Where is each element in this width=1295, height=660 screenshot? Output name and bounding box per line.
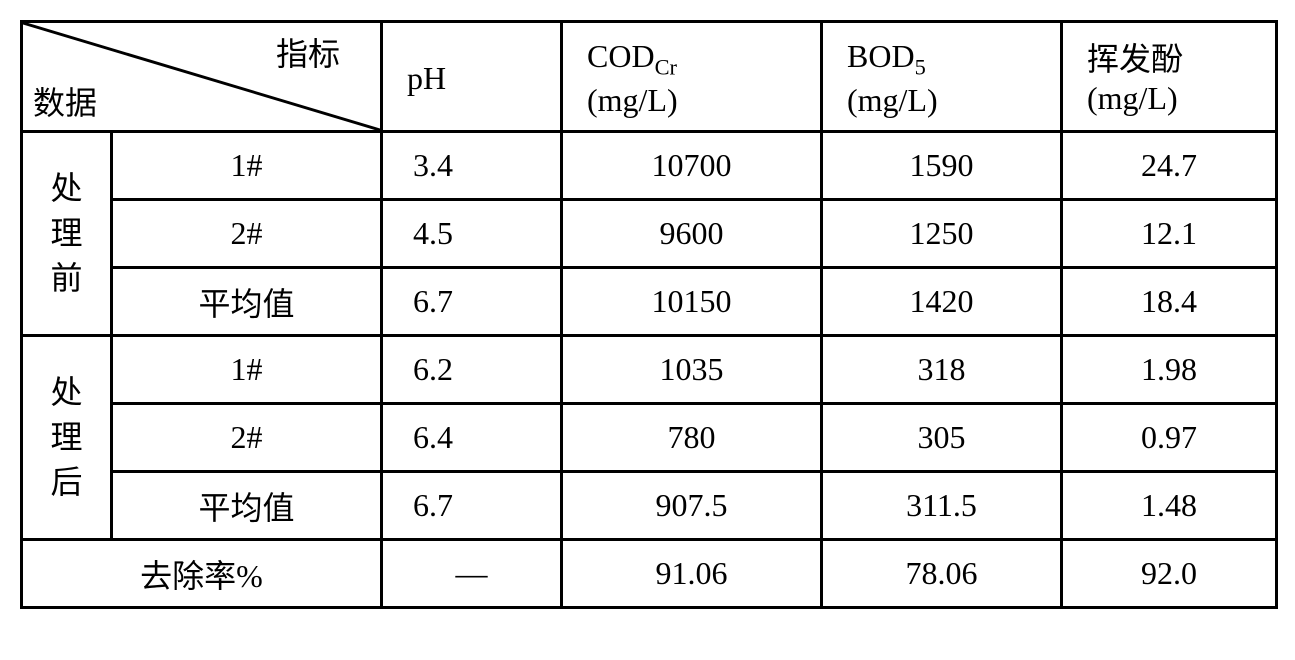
data-table: 指标 数据 pH CODCr(mg/L) BOD5(mg/L) 挥发酚(mg/L… — [20, 20, 1278, 609]
cell-ph: 6.2 — [382, 336, 562, 404]
cell-bod: 1590 — [822, 132, 1062, 200]
cell-cod: 10700 — [562, 132, 822, 200]
table-row: 2# 4.5 9600 1250 12.1 — [22, 200, 1277, 268]
cell-phenol: 92.0 — [1062, 540, 1277, 608]
cell-phenol: 1.48 — [1062, 472, 1277, 540]
header-data-label: 数据 — [33, 78, 97, 124]
cell-bod: 305 — [822, 404, 1062, 472]
cell-bod: 311.5 — [822, 472, 1062, 540]
cell-phenol: 1.98 — [1062, 336, 1277, 404]
cell-bod: 78.06 — [822, 540, 1062, 608]
row-label: 平均值 — [112, 472, 382, 540]
cell-cod: 91.06 — [562, 540, 822, 608]
table-row: 2# 6.4 780 305 0.97 — [22, 404, 1277, 472]
cell-cod: 1035 — [562, 336, 822, 404]
table-row: 平均值 6.7 907.5 311.5 1.48 — [22, 472, 1277, 540]
cell-ph: 6.4 — [382, 404, 562, 472]
cell-ph: 6.7 — [382, 472, 562, 540]
group-label-after: 处理后 — [22, 336, 112, 540]
removal-label: 去除率% — [22, 540, 382, 608]
row-label: 1# — [112, 336, 382, 404]
table-row: 平均值 6.7 10150 1420 18.4 — [22, 268, 1277, 336]
cell-phenol: 0.97 — [1062, 404, 1277, 472]
table-row: 处理后 1# 6.2 1035 318 1.98 — [22, 336, 1277, 404]
cell-phenol: 24.7 — [1062, 132, 1277, 200]
row-label: 2# — [112, 200, 382, 268]
cell-cod: 10150 — [562, 268, 822, 336]
cell-bod: 1420 — [822, 268, 1062, 336]
col-header-cod: CODCr(mg/L) — [562, 22, 822, 132]
cell-bod: 1250 — [822, 200, 1062, 268]
removal-row: 去除率% — 91.06 78.06 92.0 — [22, 540, 1277, 608]
row-label: 1# — [112, 132, 382, 200]
col-header-ph: pH — [382, 22, 562, 132]
group-label-before: 处理前 — [22, 132, 112, 336]
table-row: 处理前 1# 3.4 10700 1590 24.7 — [22, 132, 1277, 200]
cell-cod: 907.5 — [562, 472, 822, 540]
cell-ph: 3.4 — [382, 132, 562, 200]
cell-phenol: 18.4 — [1062, 268, 1277, 336]
cell-ph: 6.7 — [382, 268, 562, 336]
col-header-bod: BOD5(mg/L) — [822, 22, 1062, 132]
header-indicator-label: 指标 — [276, 29, 340, 75]
cell-phenol: 12.1 — [1062, 200, 1277, 268]
row-label: 平均值 — [112, 268, 382, 336]
cell-cod: 9600 — [562, 200, 822, 268]
cell-cod: 780 — [562, 404, 822, 472]
cell-ph: — — [382, 540, 562, 608]
cell-ph: 4.5 — [382, 200, 562, 268]
col-header-phenol: 挥发酚(mg/L) — [1062, 22, 1277, 132]
row-label: 2# — [112, 404, 382, 472]
header-row: 指标 数据 pH CODCr(mg/L) BOD5(mg/L) 挥发酚(mg/L… — [22, 22, 1277, 132]
cell-bod: 318 — [822, 336, 1062, 404]
diagonal-header-cell: 指标 数据 — [22, 22, 382, 132]
